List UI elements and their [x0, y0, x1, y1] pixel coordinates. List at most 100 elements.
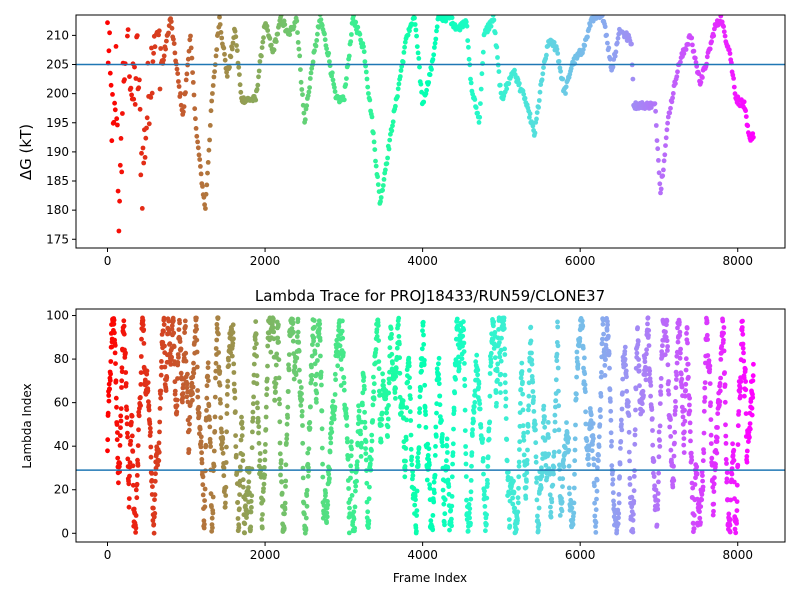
- lambda-point: [402, 474, 408, 480]
- lambda-point: [107, 378, 113, 383]
- lambda-point: [449, 494, 455, 499]
- lambda-point: [353, 483, 359, 489]
- lambda-point: [169, 323, 175, 329]
- lambda-point: [211, 448, 217, 454]
- lambda-point: [538, 485, 544, 490]
- lambda-point: [237, 506, 242, 512]
- lambda-point: [580, 345, 586, 351]
- lambda-point: [358, 454, 364, 459]
- lambda-point: [711, 489, 717, 494]
- lambda-point: [559, 496, 564, 501]
- delta-g-point: [711, 33, 717, 39]
- delta-g-point: [128, 85, 134, 91]
- delta-g-point: [731, 84, 737, 90]
- delta-g-point: [261, 35, 266, 41]
- lambda-point: [341, 375, 347, 380]
- lambda-point: [655, 502, 660, 508]
- delta-g-point: [318, 17, 324, 22]
- lambda-point: [263, 442, 268, 447]
- delta-g-point: [296, 46, 302, 52]
- delta-g-point: [115, 122, 120, 128]
- lambda-point: [238, 437, 244, 443]
- delta-g-point: [604, 32, 609, 38]
- lambda-point: [171, 318, 176, 324]
- lambda-point: [681, 436, 687, 441]
- lambda-point: [158, 372, 164, 378]
- lambda-point: [574, 374, 579, 380]
- lambda-point: [529, 361, 535, 367]
- lambda-point: [644, 351, 649, 357]
- lambda-point: [668, 447, 674, 453]
- lambda-point: [442, 522, 447, 528]
- lambda-point: [477, 406, 483, 412]
- lambda-point: [619, 406, 625, 412]
- lambda-point: [313, 381, 318, 387]
- lambda-point: [366, 518, 372, 524]
- lambda-point: [130, 463, 136, 469]
- lambda-point: [326, 471, 332, 477]
- lambda-point: [202, 486, 208, 492]
- lambda-point: [627, 482, 633, 487]
- lambda-point: [469, 450, 475, 456]
- lambda-point: [750, 373, 756, 379]
- lambda-point: [123, 370, 129, 375]
- delta-g-point: [107, 70, 113, 76]
- lambda-point: [407, 375, 412, 381]
- lambda-point: [223, 500, 228, 506]
- lambda-point: [603, 357, 608, 362]
- lambda-point: [282, 511, 287, 517]
- lambda-point: [152, 511, 158, 516]
- delta-g-point: [316, 24, 322, 30]
- delta-g-point: [118, 136, 124, 141]
- delta-g-point: [206, 147, 212, 153]
- delta-g-point: [614, 40, 620, 46]
- delta-g-point: [224, 74, 230, 79]
- delta-g-point: [265, 28, 271, 33]
- lambda-point: [604, 327, 610, 333]
- lambda-point: [744, 454, 750, 459]
- lambda-point: [366, 496, 372, 502]
- lambda-point: [687, 429, 693, 435]
- lambda-point: [112, 350, 118, 356]
- delta-g-point: [530, 123, 536, 129]
- lambda-point: [512, 505, 518, 511]
- delta-g-point: [161, 57, 166, 63]
- delta-g-point: [722, 33, 728, 39]
- lambda-point: [471, 410, 477, 415]
- lambda-point: [121, 323, 127, 329]
- delta-g-point: [371, 139, 377, 145]
- lambda-point: [492, 355, 498, 361]
- lambda-point: [485, 454, 491, 460]
- lambda-point: [180, 391, 186, 396]
- lambda-point: [214, 322, 220, 327]
- lambda-point: [158, 388, 164, 394]
- delta-g-point: [668, 105, 673, 111]
- lambda-point: [281, 525, 287, 531]
- lambda-point: [215, 315, 221, 321]
- lambda-point: [385, 416, 391, 422]
- delta-g-point: [653, 108, 658, 114]
- lambda-point: [528, 338, 534, 344]
- lambda-point: [319, 408, 325, 414]
- lambda-point: [520, 391, 526, 397]
- lambda-point: [552, 450, 557, 455]
- lambda-point: [108, 359, 114, 364]
- lambda-point: [468, 489, 474, 495]
- delta-g-point: [312, 48, 317, 54]
- lambda-point: [591, 456, 596, 462]
- lambda-point: [451, 426, 456, 432]
- lambda-point: [437, 402, 443, 408]
- delta-g-point: [255, 82, 261, 88]
- lambda-point: [202, 521, 207, 527]
- lambda-point: [125, 430, 130, 436]
- lambda-point: [462, 361, 467, 366]
- lambda-point: [217, 369, 223, 374]
- delta-g-point: [534, 110, 540, 115]
- lambda-point: [665, 362, 671, 368]
- lambda-point: [575, 362, 581, 367]
- delta-g-point: [106, 48, 112, 54]
- delta-g-point: [228, 54, 234, 60]
- lambda-point: [422, 357, 427, 363]
- lambda-point: [312, 324, 317, 330]
- lambda-point: [307, 420, 313, 425]
